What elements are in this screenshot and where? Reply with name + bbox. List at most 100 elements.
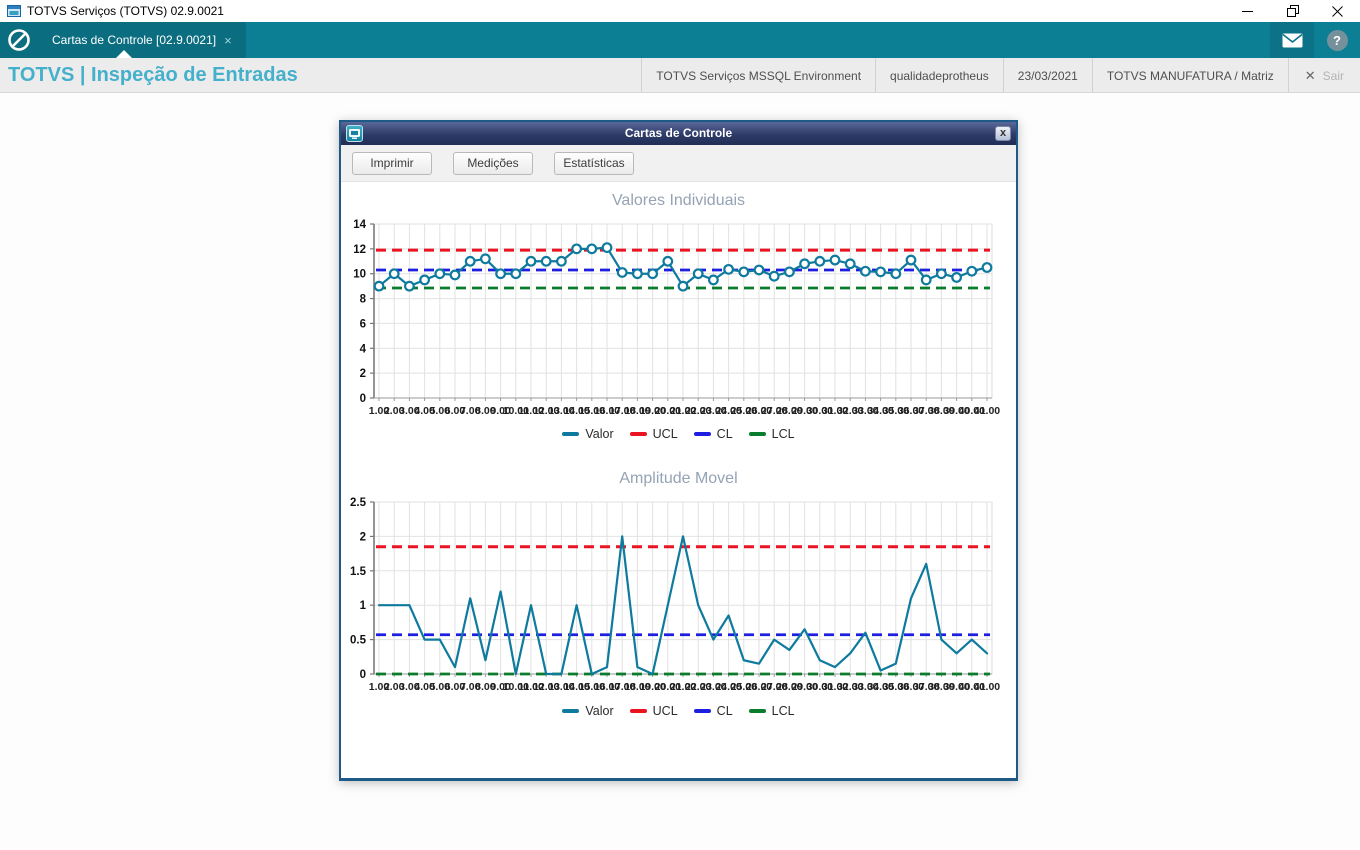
svg-text:35.00: 35.00	[883, 681, 909, 693]
company-label[interactable]: TOTVS MANUFATURA / Matriz	[1091, 58, 1288, 93]
svg-text:23.00: 23.00	[700, 405, 726, 417]
svg-text:10: 10	[353, 269, 366, 281]
svg-text:16.00: 16.00	[594, 681, 620, 693]
svg-text:2: 2	[360, 368, 366, 380]
environment-label: TOTVS Serviços MSSQL Environment	[641, 58, 875, 93]
svg-text:18.00: 18.00	[624, 405, 650, 417]
svg-text:10.00: 10.00	[503, 681, 529, 693]
svg-text:19.00: 19.00	[639, 405, 665, 417]
sair-label: Sair	[1322, 68, 1344, 83]
close-window-button[interactable]	[1315, 0, 1360, 22]
legend-label: Valor	[585, 704, 614, 718]
svg-text:22.00: 22.00	[685, 405, 711, 417]
legend-swatch	[562, 709, 580, 713]
svg-text:15.00: 15.00	[579, 681, 605, 693]
svg-text:8.00: 8.00	[475, 405, 496, 417]
svg-text:13.00: 13.00	[548, 681, 574, 693]
svg-text:28.00: 28.00	[776, 405, 802, 417]
svg-text:0: 0	[360, 393, 366, 405]
svg-text:29.00: 29.00	[791, 405, 817, 417]
legend-swatch	[629, 432, 647, 436]
svg-text:26.00: 26.00	[746, 405, 772, 417]
svg-text:12.00: 12.00	[533, 681, 559, 693]
svg-text:11.00: 11.00	[518, 405, 544, 417]
legend-label: LCL	[771, 427, 795, 441]
svg-text:25.00: 25.00	[731, 681, 757, 693]
svg-text:40.00: 40.00	[959, 681, 985, 693]
dialog-close-button[interactable]: x	[995, 126, 1011, 141]
user-label[interactable]: qualidadeprotheus	[875, 58, 1003, 93]
svg-text:20.00: 20.00	[655, 405, 681, 417]
svg-text:1.00: 1.00	[369, 681, 390, 693]
svg-text:39.00: 39.00	[943, 405, 969, 417]
page-title: TOTVS | Inspeção de Entradas	[8, 63, 298, 86]
legend-swatch	[693, 432, 711, 436]
date-label: 23/03/2021	[1002, 58, 1092, 93]
svg-text:2.00: 2.00	[384, 405, 405, 417]
chart-legend: Valor UCL CL LCL	[341, 427, 1016, 441]
estatisticas-button[interactable]: Estatísticas	[554, 151, 634, 175]
svg-text:24.00: 24.00	[715, 405, 741, 417]
svg-text:27.00: 27.00	[761, 405, 787, 417]
help-icon: ?	[1326, 29, 1348, 51]
restore-button[interactable]	[1270, 0, 1315, 22]
svg-text:31.00: 31.00	[822, 681, 848, 693]
chart-title-valores-individuais: Valores Individuais	[611, 192, 746, 209]
svg-text:1.00: 1.00	[369, 405, 390, 417]
svg-text:16.00: 16.00	[594, 405, 620, 417]
svg-text:7.00: 7.00	[460, 681, 481, 693]
svg-text:37.00: 37.00	[913, 405, 939, 417]
chart-valores-individuais: 0 2 4 6 8 10 12 14 1.002.003.004.005.006.007.008…	[353, 219, 1000, 417]
page-header: TOTVS | Inspeção de Entradas TOTVS Servi…	[0, 58, 1360, 93]
prohibition-icon	[8, 29, 30, 51]
legend-item-ucl: UCL	[629, 704, 678, 718]
svg-text:0: 0	[360, 669, 366, 681]
svg-text:8: 8	[360, 294, 367, 306]
mail-button[interactable]	[1270, 22, 1314, 58]
tab-close-icon[interactable]: ×	[224, 32, 232, 48]
svg-text:25.00: 25.00	[731, 405, 757, 417]
medicoes-button[interactable]: Medições	[453, 151, 533, 175]
legend-label: UCL	[652, 427, 678, 441]
tab-cartas-de-controle[interactable]: Cartas de Controle [02.9.0021] ×	[38, 22, 246, 58]
envelope-icon	[1282, 33, 1302, 47]
imprimir-button[interactable]: Imprimir	[352, 151, 432, 175]
legend-swatch	[629, 709, 647, 713]
svg-text:38.00: 38.00	[928, 405, 954, 417]
svg-text:39.00: 39.00	[943, 681, 969, 693]
svg-text:6: 6	[360, 318, 366, 330]
svg-text:38.00: 38.00	[928, 681, 954, 693]
svg-text:9.00: 9.00	[490, 681, 511, 693]
dialog-titlebar[interactable]: Cartas de Controle x	[341, 122, 1016, 145]
svg-text:32.00: 32.00	[837, 405, 863, 417]
svg-text:41.00: 41.00	[974, 405, 1000, 417]
svg-text:4: 4	[360, 343, 367, 355]
legend-label: UCL	[652, 704, 678, 718]
legend-item-valor: Valor	[562, 427, 614, 441]
minimize-button[interactable]	[1225, 0, 1270, 22]
svg-text:20.00: 20.00	[655, 681, 681, 693]
protheus-menu-button[interactable]	[0, 22, 38, 58]
legend-swatch	[748, 432, 766, 436]
svg-text:7.00: 7.00	[460, 405, 481, 417]
svg-text:10.00: 10.00	[503, 405, 529, 417]
svg-text:6.00: 6.00	[445, 405, 466, 417]
svg-text:5.00: 5.00	[430, 405, 451, 417]
svg-text:21.00: 21.00	[670, 405, 696, 417]
svg-text:15.00: 15.00	[579, 405, 605, 417]
dialog-toolbar: Imprimir Medições Estatísticas	[341, 145, 1016, 182]
legend-swatch	[693, 709, 711, 713]
svg-text:11.00: 11.00	[518, 681, 544, 693]
svg-text:18.00: 18.00	[624, 681, 650, 693]
svg-text:34.00: 34.00	[867, 681, 893, 693]
legend-swatch	[562, 432, 580, 436]
svg-text:1: 1	[360, 600, 367, 612]
cartas-de-controle-dialog: Cartas de Controle x Imprimir Medições E…	[339, 120, 1018, 781]
svg-text:1.5: 1.5	[350, 566, 367, 578]
legend-label: CL	[716, 427, 733, 441]
sair-button[interactable]: ✕ Sair	[1287, 58, 1360, 93]
svg-text:40.00: 40.00	[959, 405, 985, 417]
svg-text:14: 14	[353, 219, 366, 231]
help-button[interactable]: ?	[1314, 22, 1360, 58]
app-bar: Cartas de Controle [02.9.0021] × ?	[0, 22, 1360, 58]
